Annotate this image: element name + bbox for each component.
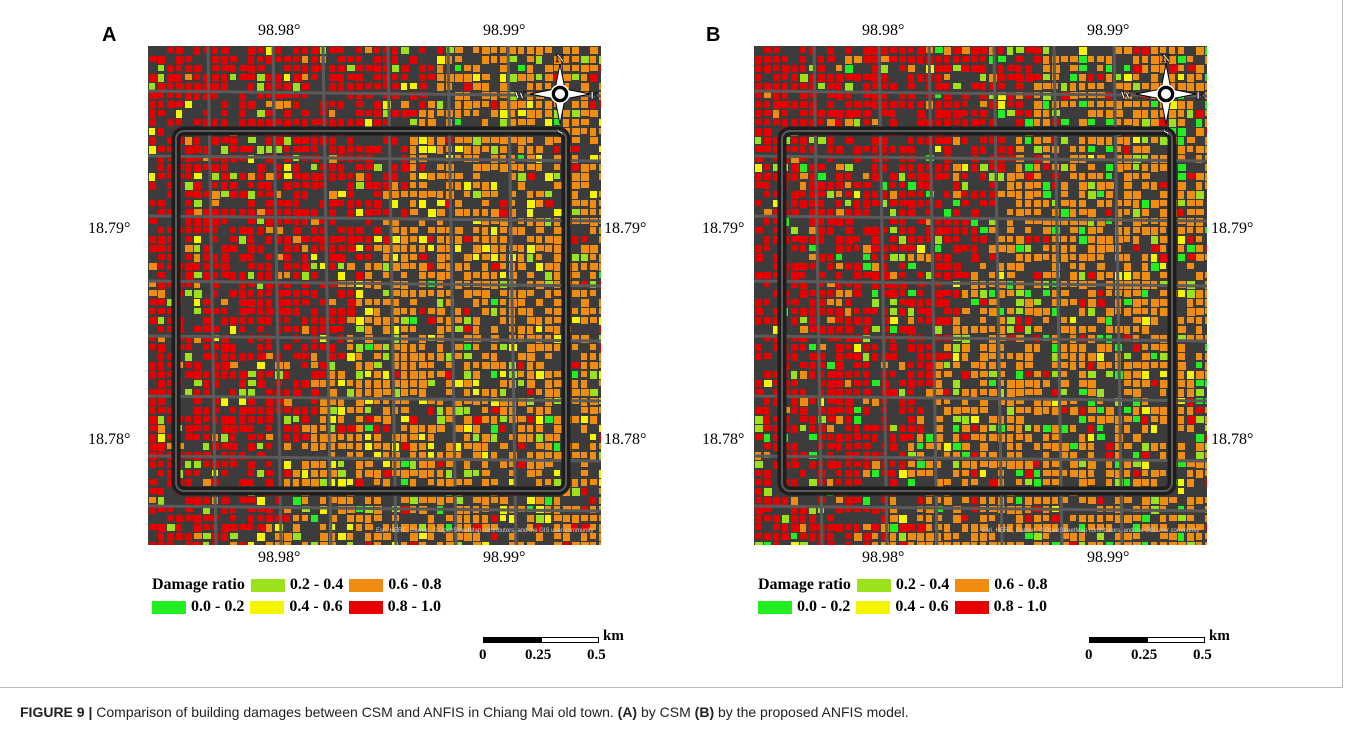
caption-label: FIGURE 9 | (20, 704, 93, 720)
lat-tick-right-1: 18.79° (1211, 220, 1254, 237)
legend-swatch-0.8-1.0 (348, 600, 383, 614)
legend-label: 0.4 - 0.6 (895, 598, 949, 615)
lon-tick-bottom-1: 98.98° (258, 549, 301, 566)
damage-map: N S E W Esri, HERE, Garmin, © OpenStreetMap … (148, 46, 601, 545)
compass-label: E (590, 88, 598, 102)
legend-swatch-0.6-0.8 (349, 578, 384, 592)
scale-bar-white-segment (541, 637, 599, 643)
compass-label: W (514, 88, 526, 102)
legend-label: 0.4 - 0.6 (289, 598, 343, 615)
caption-ref-a: (A) (617, 704, 638, 720)
lon-tick-top-2: 98.99° (1087, 22, 1130, 39)
map-attribution: Esri, HERE, Garmin, © OpenStreetMap cont… (982, 527, 1200, 534)
lat-tick-left-2: 18.78° (702, 431, 745, 448)
scale-bar-label: 0 (479, 647, 487, 663)
compass-label: E (1196, 88, 1204, 102)
legend-swatch-0.2-0.4 (250, 578, 285, 592)
legend-label: 0.6 - 0.8 (994, 576, 1048, 593)
legend-swatch-0.4-0.6 (250, 600, 285, 614)
lat-tick-right-1: 18.79° (604, 220, 647, 237)
compass-label: W (1120, 88, 1132, 102)
lon-tick-bottom-2: 98.99° (483, 549, 526, 566)
legend-swatch-0.6-0.8 (955, 578, 990, 592)
caption-text: by the proposed ANFIS model. (714, 704, 909, 720)
legend-swatch-0.2-0.4 (856, 578, 891, 592)
lon-tick-top-1: 98.98° (258, 22, 301, 39)
figure-frame (0, 0, 1343, 688)
scale-bar-white-segment (1147, 637, 1205, 643)
scale-bar-black-segment (483, 637, 541, 643)
scale-bar-label: 0 (1085, 647, 1093, 663)
panel-b: B 98.98° 98.99° 98.98° 98.99° 18.79° 18.… (604, 0, 1276, 688)
legend-label: 0.0 - 0.2 (797, 598, 851, 615)
scale-bar-unit: km (1209, 628, 1230, 644)
scale-bar-label: 0.25 (525, 647, 552, 663)
compass-label: S (1163, 125, 1170, 139)
lon-tick-bottom-1: 98.98° (862, 549, 905, 566)
panel-a: A 98.98° 98.99° 98.98° 98.99° 18.79° 18.… (0, 0, 672, 688)
lon-tick-bottom-2: 98.99° (1087, 549, 1130, 566)
legend-swatch-0.8-1.0 (954, 600, 989, 614)
scale-bar-label: 0.25 (1131, 647, 1158, 663)
lat-tick-right-2: 18.78° (1211, 431, 1254, 448)
legend-label: 0.8 - 1.0 (993, 598, 1047, 615)
scale-bar-label: 0.5 (587, 647, 606, 663)
compass-icon: N S E W (514, 51, 599, 140)
legend-label: 0.2 - 0.4 (895, 576, 950, 593)
scale-bar-unit: km (603, 628, 624, 644)
figure-caption: FIGURE 9 | Comparison of building damage… (20, 704, 909, 720)
legend-swatch-0.0-0.2 (758, 600, 792, 614)
panel-letter: B (706, 24, 721, 46)
legend-label: 0.0 - 0.2 (191, 598, 245, 615)
moat-inner-line (175, 130, 567, 492)
compass-label: N (556, 51, 565, 65)
lat-tick-right-2: 18.78° (604, 431, 647, 448)
caption-text: by CSM (637, 704, 695, 720)
compass-label: N (1162, 51, 1171, 65)
compass-label: S (557, 125, 564, 139)
streets (148, 46, 601, 545)
lon-tick-top-2: 98.99° (483, 22, 526, 39)
legend-label: 0.6 - 0.8 (388, 576, 442, 593)
caption-ref-b: (B) (694, 704, 715, 720)
map-attribution: Esri, HERE, Garmin, © OpenStreetMap cont… (376, 527, 594, 534)
building-footprints (755, 47, 1207, 545)
caption-text: Comparison of building damages between C… (92, 704, 618, 720)
lat-tick-left-1: 18.79° (88, 220, 131, 237)
lat-tick-left-2: 18.78° (88, 431, 131, 448)
legend-swatch-0.4-0.6 (856, 600, 891, 614)
legend-swatch-0.0-0.2 (152, 600, 186, 614)
damage-map: N S E W Esri, HERE, Garmin, © OpenStreetMap … (754, 46, 1207, 545)
legend-title: Damage ratio (152, 576, 245, 593)
lon-tick-top-1: 98.98° (862, 22, 905, 39)
compass-icon: N S E W (1120, 51, 1205, 140)
scale-bar-label: 0.5 (1193, 647, 1212, 663)
legend-label: 0.2 - 0.4 (289, 576, 344, 593)
panel-letter: A (102, 24, 117, 46)
moat-inner-line (781, 130, 1173, 492)
lat-tick-left-1: 18.79° (702, 220, 745, 237)
scale-bar-black-segment (1089, 637, 1147, 643)
legend-label: 0.8 - 1.0 (387, 598, 441, 615)
legend-title: Damage ratio (758, 576, 851, 593)
